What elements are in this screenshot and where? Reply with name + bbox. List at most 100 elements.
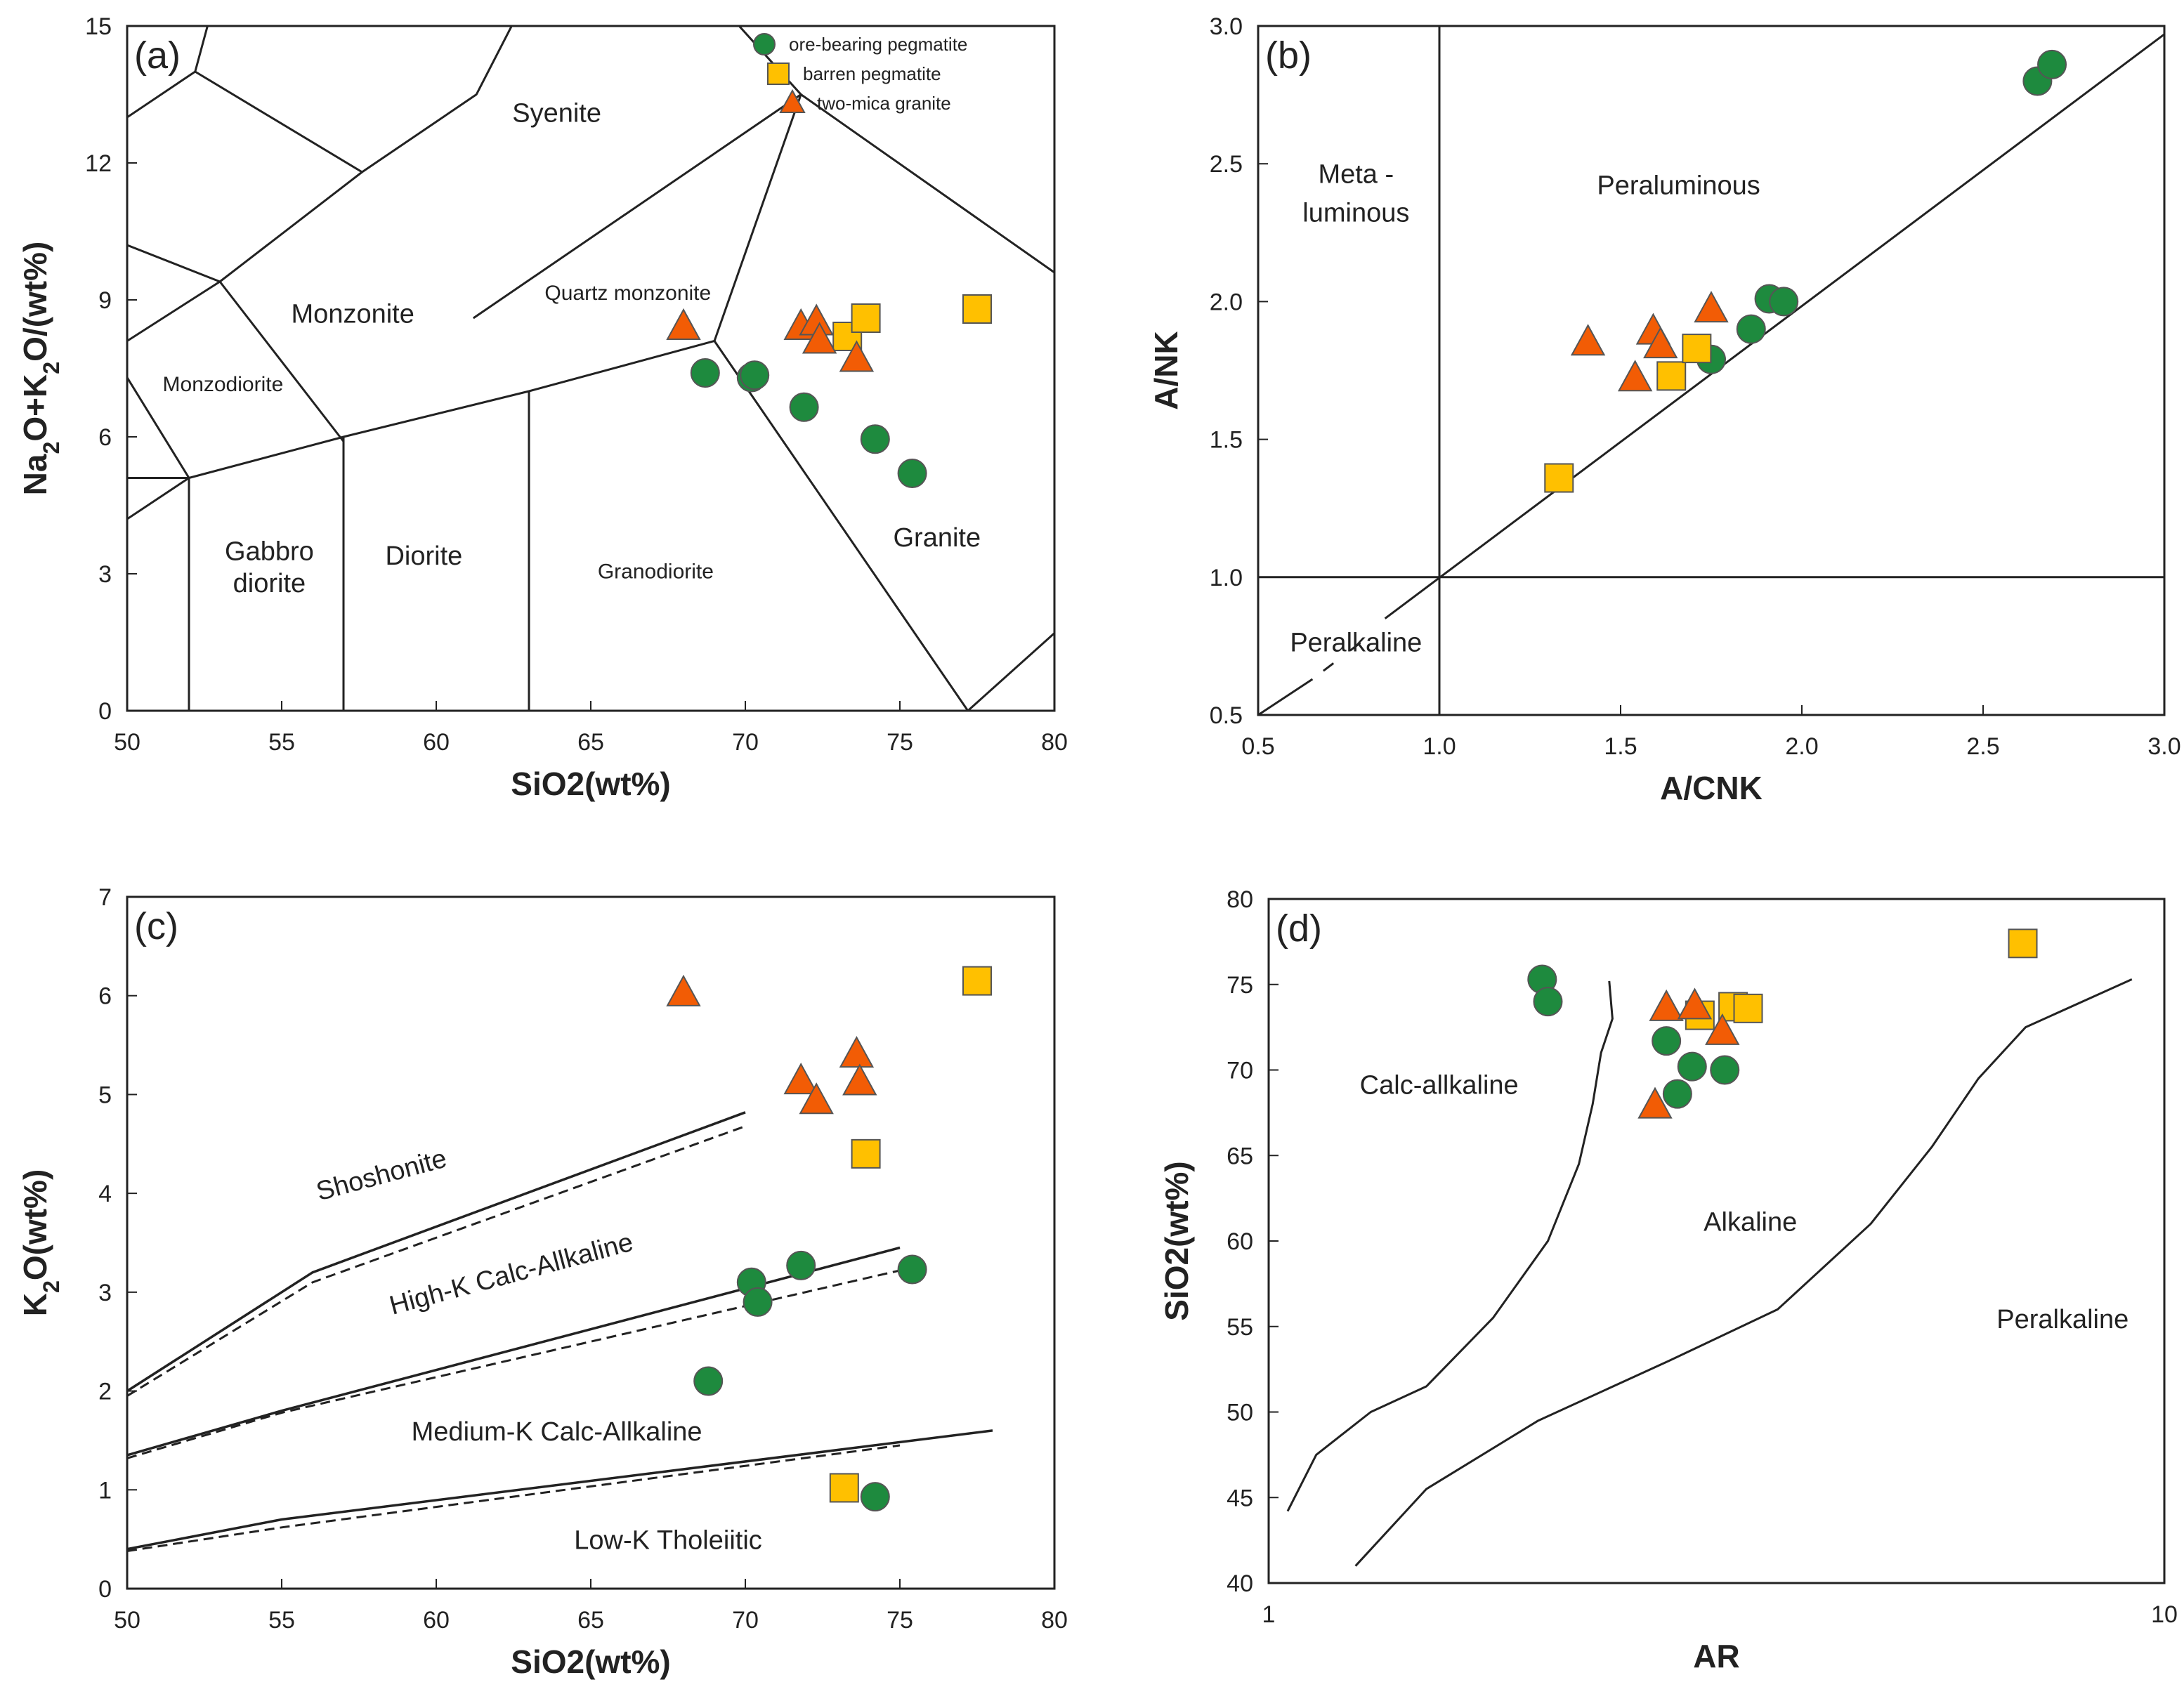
series-boundary-dashed: [127, 1125, 746, 1397]
region-label: Meta -: [1318, 160, 1394, 190]
panel-label: (d): [1276, 907, 1322, 950]
barren-pegmatite-point: [962, 294, 992, 324]
two-mica-granite-point: [799, 1082, 834, 1115]
region-label: Quartz monzonite: [544, 282, 711, 305]
two-mica-granite-point: [1694, 291, 1729, 323]
field-boundary-line: [127, 26, 514, 283]
legend-label: ore-bearing pegmatite: [789, 34, 967, 55]
y-tick-label: 2: [98, 1379, 112, 1405]
y-tick-label: 4: [98, 1181, 112, 1207]
series-boundary-solid: [127, 1246, 901, 1457]
y-axis-label: A/NK: [1148, 331, 1184, 409]
two-mica-granite-point: [842, 1063, 877, 1096]
plot-content: Calc-allkaline Alkaline Peralkaline: [1286, 978, 2133, 1567]
y-tick-label: 80: [1227, 886, 1253, 913]
y-axis-label: Na2O+K2O/(wt%): [17, 242, 64, 496]
barren-pegmatite-point: [851, 303, 881, 333]
panel-label: (b): [1265, 34, 1312, 77]
x-tick-label: 75: [887, 729, 913, 756]
ore-bearing-pegmatite-point: [789, 392, 819, 422]
region-label: diorite: [233, 569, 306, 598]
y-tick-label: 12: [85, 150, 112, 177]
y-tick-label: 50: [1227, 1400, 1253, 1426]
ore-bearing-pegmatite-point: [1710, 1055, 1740, 1085]
ore-bearing-pegmatite-point: [740, 360, 770, 390]
ore-bearing-pegmatite-point: [1652, 1026, 1682, 1056]
region-label: Low-K Tholeiitic: [574, 1526, 762, 1556]
x-tick-label: 1.0: [1423, 733, 1456, 760]
ore-bearing-pegmatite-point: [1533, 987, 1563, 1017]
y-tick-label: 3: [98, 1280, 112, 1306]
x-tick-label: 65: [577, 729, 604, 756]
x-tick-label: 0.5: [1241, 733, 1274, 760]
barren-pegmatite-point: [1656, 361, 1687, 391]
x-tick-label: 75: [887, 1607, 913, 1634]
x-tick-label: 10: [2151, 1601, 2178, 1628]
y-tick-label: 55: [1227, 1314, 1253, 1341]
two-mica-granite-point: [802, 322, 837, 354]
x-axis-label: A/CNK: [1660, 770, 1763, 806]
y-tick-label: 60: [1227, 1228, 1253, 1255]
two-mica-granite-point: [1637, 1086, 1673, 1119]
series-boundary-dashed: [127, 1444, 901, 1552]
region-label: Granodiorite: [598, 560, 714, 584]
legend-ore-marker: [753, 33, 776, 55]
y-tick-label: 75: [1227, 972, 1253, 999]
ore-bearing-pegmatite-point: [860, 1482, 890, 1512]
field-boundary-line: [1354, 978, 2133, 1567]
x-tick-label: 55: [268, 729, 295, 756]
barren-pegmatite-point: [1544, 463, 1574, 493]
region-label: Monzonite: [292, 300, 414, 329]
ore-bearing-pegmatite-point: [1769, 287, 1799, 317]
ore-bearing-pegmatite-point: [693, 1366, 724, 1396]
ore-bearing-pegmatite-point: [897, 459, 927, 488]
plot-frame: [1267, 898, 2166, 1584]
ore-bearing-pegmatite-point: [743, 1287, 773, 1317]
ore-bearing-pegmatite-point: [690, 358, 720, 388]
legend-mica-marker: [779, 88, 806, 113]
y-tick-label: 15: [85, 13, 112, 40]
x-tick-label: 3.0: [2147, 733, 2180, 760]
panel-a-tas-diagram: 50 55 60 65 70 75 80 0 3 6 9 12 15 SiO2(wt%) Na2O+K2O/…: [17, 13, 1068, 802]
x-tick-label: 50: [114, 1607, 140, 1634]
region-label: Shoshonite: [313, 1144, 450, 1207]
y-tick-label: 40: [1227, 1570, 1253, 1597]
x-tick-label: 2.5: [1966, 733, 1999, 760]
x-tick-label: 70: [732, 729, 759, 756]
x-tick-label: 80: [1041, 729, 1068, 756]
region-label: Monzodiorite: [163, 373, 284, 396]
barren-pegmatite-point: [2008, 928, 2038, 959]
series-boundary-solid: [127, 1429, 993, 1551]
plot-content: Shoshonite High-K Calc-Allkaline Medium-K …: [127, 1111, 993, 1556]
y-tick-label: 0: [98, 698, 112, 725]
y-tick-label: 9: [98, 287, 112, 314]
ore-bearing-pegmatite-point: [1662, 1079, 1692, 1109]
plot-frame: [126, 25, 1056, 712]
region-label: Alkaline: [1704, 1207, 1797, 1237]
region-label: Diorite: [385, 541, 462, 571]
y-tick-label: 3: [98, 561, 112, 588]
two-mica-granite-point: [1677, 987, 1713, 1020]
x-tick-label: 65: [577, 1607, 604, 1634]
two-mica-granite-point: [1570, 324, 1606, 356]
x-axis-label: AR: [1693, 1638, 1739, 1674]
y-tick-label: 0: [98, 1576, 112, 1603]
two-mica-granite-point: [666, 308, 701, 340]
barren-pegmatite-point: [851, 1138, 881, 1169]
field-boundary-line: [1258, 678, 1314, 715]
panel-label: (c): [134, 905, 178, 947]
y-tick-label: 3.0: [1210, 13, 1243, 40]
field-boundary-line: [127, 376, 190, 479]
x-tick-label: 60: [423, 1607, 450, 1634]
field-boundary-line: [800, 93, 1054, 274]
region-label: Peraluminous: [1597, 171, 1760, 200]
ore-bearing-pegmatite-point: [860, 424, 890, 454]
y-tick-label: 2.5: [1210, 151, 1243, 178]
y-tick-label: 6: [98, 983, 112, 1010]
y-tick-label: 6: [98, 424, 112, 451]
region-label: Gabbro: [225, 537, 314, 567]
ore-bearing-pegmatite-point: [786, 1250, 816, 1280]
field-boundary-line: [1384, 33, 2164, 619]
field-boundary-line: [127, 26, 363, 173]
legend-label: barren pegmatite: [803, 63, 941, 84]
